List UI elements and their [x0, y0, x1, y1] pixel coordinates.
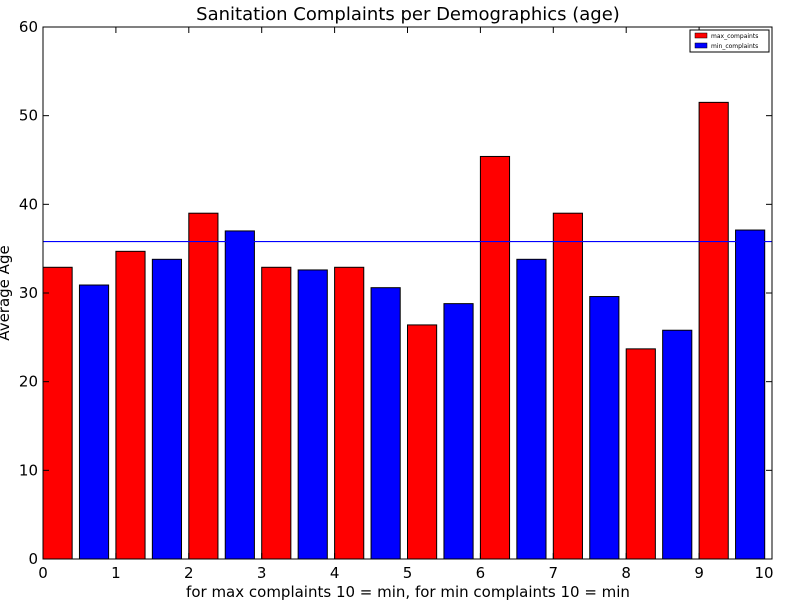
x-axis-ticks: 0 1 2 3 4 5 6 7 8 9 10 — [38, 27, 774, 582]
bar-max-2 — [188, 212, 219, 560]
bar-min-6 — [516, 258, 547, 560]
y-tick-label-1: 10 — [19, 461, 38, 479]
y-axis-ticks: 0 10 20 30 40 50 60 — [19, 18, 772, 568]
x-tick-label-5: 5 — [403, 564, 413, 582]
legend: max_compaints min_complaints — [689, 29, 770, 53]
bar-max-8 — [625, 348, 656, 560]
bar-min-9 — [735, 229, 766, 560]
x-tick-label-3: 3 — [257, 564, 267, 582]
bar-min-1 — [151, 258, 183, 560]
bar-max-6 — [479, 155, 511, 560]
bar-min-3 — [297, 269, 328, 560]
chart-title: Sanitation Complaints per Demographics (… — [196, 4, 620, 25]
bar-min-5 — [443, 303, 474, 560]
x-tick-label-8: 8 — [621, 564, 631, 582]
legend-swatch-min-complaints — [694, 42, 708, 49]
y-axis-label: Average Age — [0, 245, 13, 340]
bar-min-2 — [224, 230, 255, 560]
bar-max-1 — [115, 250, 146, 560]
bar-max-5 — [407, 324, 438, 560]
x-tick-label-1: 1 — [111, 564, 121, 582]
y-tick-label-3: 30 — [19, 284, 38, 302]
x-tick-label-7: 7 — [549, 564, 559, 582]
x-axis-label: for max complaints 10 = min, for min com… — [186, 583, 630, 600]
bar-max-0 — [42, 266, 73, 560]
x-tick-label-4: 4 — [330, 564, 340, 582]
legend-label-min-complaints: min_complaints — [711, 43, 758, 50]
x-tick-label-0: 0 — [38, 564, 48, 582]
x-tick-label-6: 6 — [476, 564, 486, 582]
y-tick-label-2: 20 — [19, 373, 38, 391]
bar-max-7 — [552, 212, 583, 560]
bar-min-4 — [370, 287, 401, 560]
bar-min-8 — [662, 329, 693, 560]
bar-max-9 — [698, 101, 729, 560]
bar-min-7 — [589, 296, 620, 560]
x-tick-label-2: 2 — [184, 564, 194, 582]
y-tick-label-0: 0 — [28, 550, 38, 568]
y-tick-label-5: 50 — [19, 107, 38, 125]
legend-swatch-max-compaints — [694, 32, 708, 39]
bars-group — [42, 101, 766, 560]
y-tick-label-6: 60 — [19, 18, 38, 36]
x-tick-label-10: 10 — [754, 564, 773, 582]
bar-max-4 — [334, 266, 365, 560]
y-tick-label-4: 40 — [19, 195, 38, 213]
x-tick-label-9: 9 — [694, 564, 704, 582]
legend-label-max-compaints: max_compaints — [711, 33, 758, 40]
legend-box — [689, 29, 770, 53]
bar-max-3 — [261, 266, 292, 560]
bar-min-0 — [78, 284, 110, 560]
